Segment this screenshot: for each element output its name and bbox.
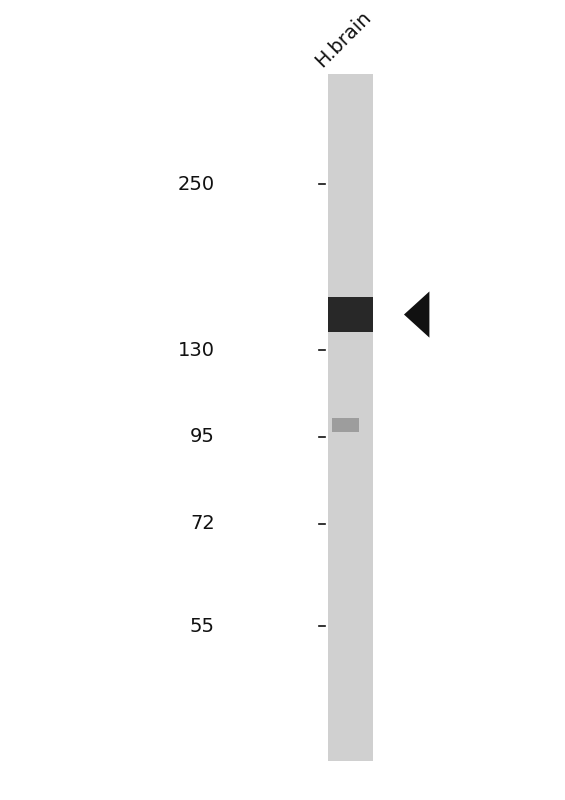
Polygon shape [404,291,429,338]
FancyBboxPatch shape [328,74,373,761]
Text: 95: 95 [190,427,215,446]
Text: 130: 130 [178,341,215,359]
Text: 55: 55 [190,617,215,636]
Text: H.brain: H.brain [312,8,375,71]
FancyBboxPatch shape [328,297,373,332]
Text: 72: 72 [190,514,215,534]
FancyBboxPatch shape [332,418,359,432]
Text: 250: 250 [177,174,215,194]
